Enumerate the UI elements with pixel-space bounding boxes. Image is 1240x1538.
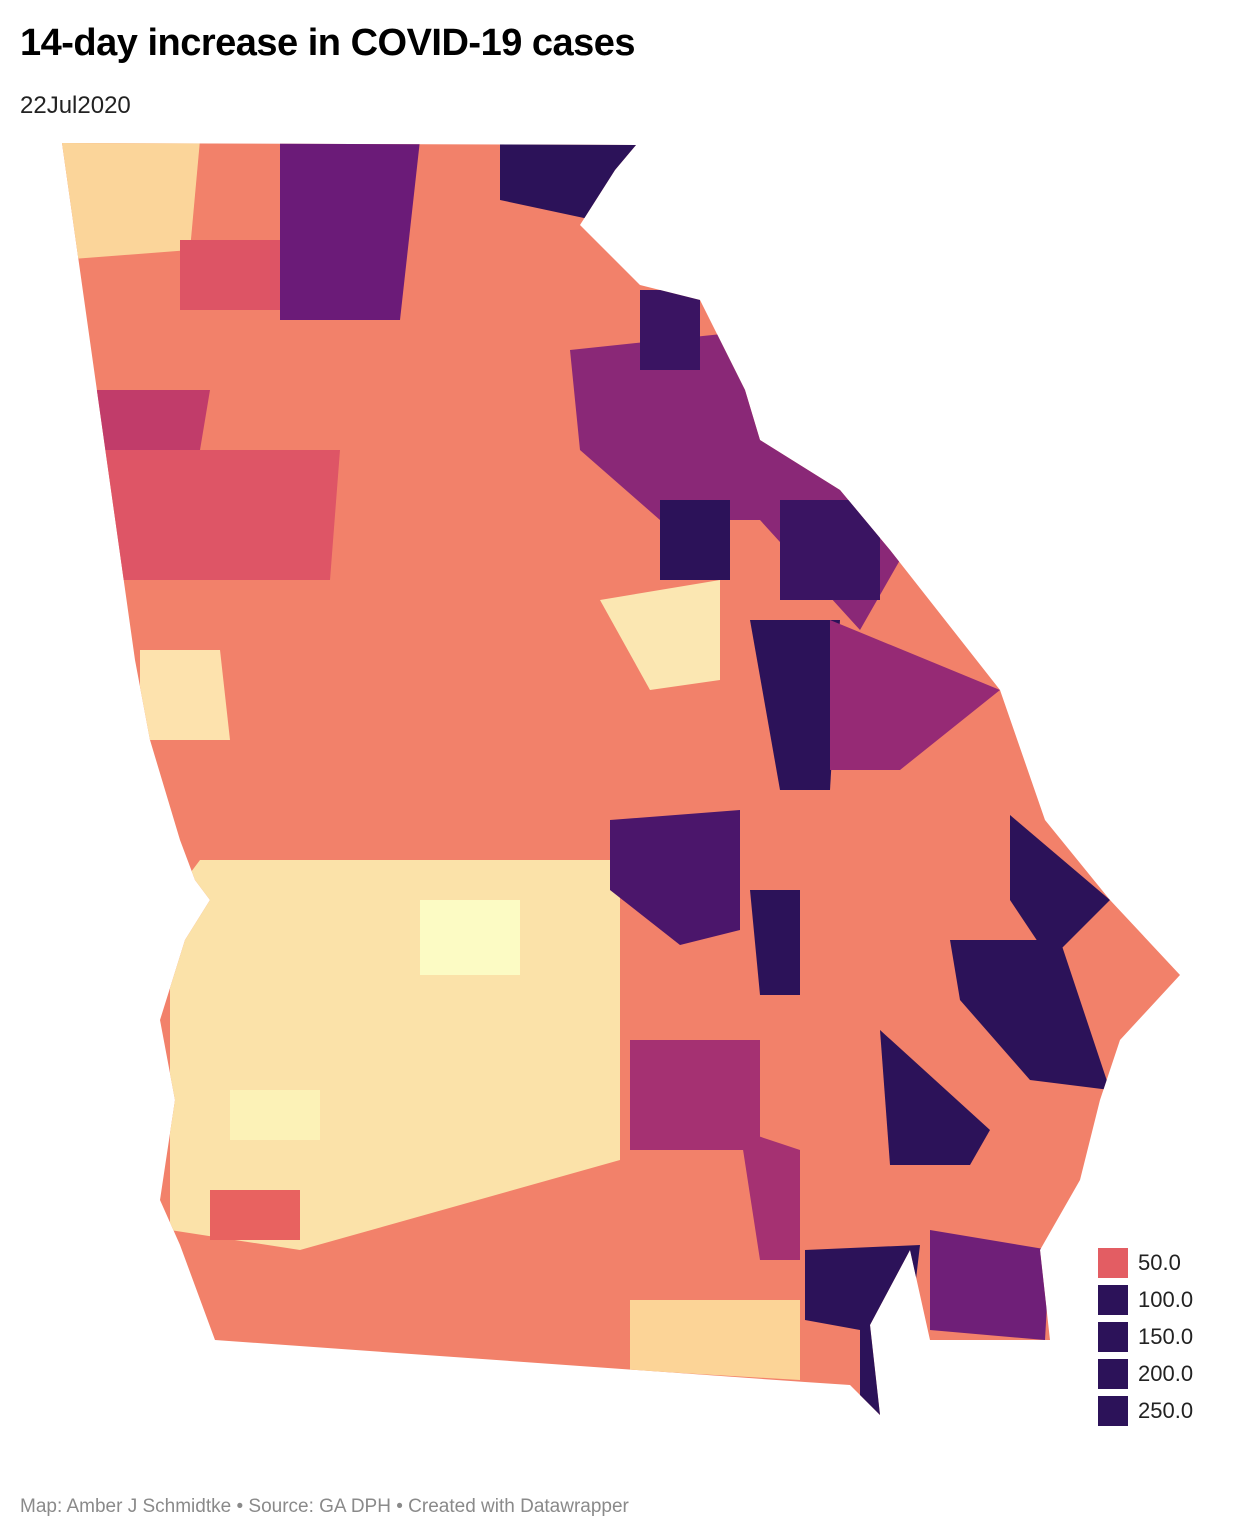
- subtitle: 22Jul2020: [20, 92, 131, 119]
- legend-label: 100.0: [1138, 1287, 1193, 1312]
- legend-swatch: [1098, 1396, 1128, 1426]
- legend-label: 50.0: [1138, 1250, 1181, 1275]
- title: 14-day increase in COVID-19 cases: [20, 22, 636, 64]
- footer: Map: Amber J Schmidtke • Source: GA DPH …: [20, 1496, 629, 1517]
- legend-label: 250.0: [1138, 1398, 1193, 1423]
- legend-label: 150.0: [1138, 1324, 1193, 1349]
- legend-swatch: [1098, 1322, 1128, 1352]
- state-shape: [62, 143, 1180, 1415]
- legend-swatch: [1098, 1248, 1128, 1278]
- legend-swatch: [1098, 1285, 1128, 1315]
- legend-swatch: [1098, 1359, 1128, 1389]
- legend-label: 200.0: [1138, 1361, 1193, 1386]
